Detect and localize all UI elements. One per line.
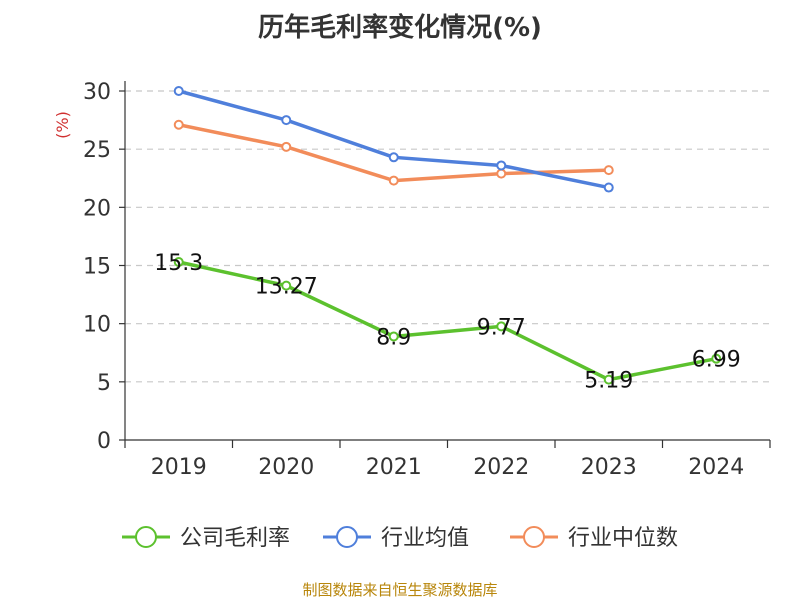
y-tick-label: 15 <box>83 255 111 280</box>
data-point <box>281 141 292 152</box>
data-point <box>388 331 399 342</box>
data-point <box>603 165 614 176</box>
chart-title: 历年毛利率变化情况(%) <box>258 12 542 43</box>
x-tick-label: 2020 <box>258 455 314 480</box>
tick-labels: 0 5 10 15 20 25 30 2019 2020 2021 2022 2023 2024 <box>83 80 744 480</box>
y-axis-unit: (%) <box>53 111 72 139</box>
y-tick-label: 25 <box>83 138 111 163</box>
series-line <box>178 260 717 382</box>
source-note: 制图数据来自恒生聚源数据库 <box>302 581 497 599</box>
data-point <box>173 257 184 268</box>
y-tick-label: 30 <box>83 80 111 105</box>
axes <box>119 81 771 448</box>
x-tick-label: 2022 <box>473 455 529 480</box>
legend-marker <box>336 526 358 548</box>
series-group <box>173 86 722 385</box>
data-point <box>388 175 399 186</box>
data-point <box>281 280 292 291</box>
y-tick-label: 10 <box>83 313 111 338</box>
series-2 <box>173 86 614 193</box>
data-point <box>173 86 184 96</box>
data-point <box>603 182 614 193</box>
data-point <box>496 168 507 179</box>
legend-marker <box>523 526 545 548</box>
gridlines <box>125 90 770 383</box>
legend-marker <box>135 526 157 548</box>
data-labels: 15.3 13.27 8.9 9.77 5.19 6.99 <box>154 251 740 394</box>
data-point <box>711 353 722 364</box>
data-point <box>388 152 399 163</box>
legend-label: 行业中位数 <box>568 526 678 551</box>
data-label: 15.3 <box>154 251 203 276</box>
series-1 <box>173 257 722 385</box>
data-point <box>173 119 184 130</box>
y-tick-label: 0 <box>97 429 111 454</box>
y-tick-label: 20 <box>83 196 111 221</box>
legend-label: 行业均值 <box>381 526 469 551</box>
data-label: 9.77 <box>477 315 526 340</box>
legend-item: 行业中位数 <box>510 526 678 551</box>
x-tick-label: 2019 <box>151 455 207 480</box>
data-point <box>603 374 614 385</box>
x-tick-label: 2024 <box>688 455 744 480</box>
data-point <box>281 115 292 126</box>
legend-item: 行业均值 <box>323 526 469 551</box>
x-tick-label: 2023 <box>581 455 637 480</box>
legend-item: 公司毛利率 <box>122 526 290 551</box>
data-label: 6.99 <box>692 348 741 373</box>
data-label: 13.27 <box>255 275 318 300</box>
data-point <box>496 321 507 332</box>
x-tick-label: 2021 <box>366 455 422 480</box>
data-label: 8.9 <box>376 325 411 350</box>
legend: 公司毛利率 行业均值 行业中位数 <box>122 526 678 551</box>
y-tick-label: 5 <box>97 371 111 396</box>
data-label: 5.19 <box>584 369 633 394</box>
data-point <box>496 160 507 171</box>
legend-label: 公司毛利率 <box>180 526 290 551</box>
